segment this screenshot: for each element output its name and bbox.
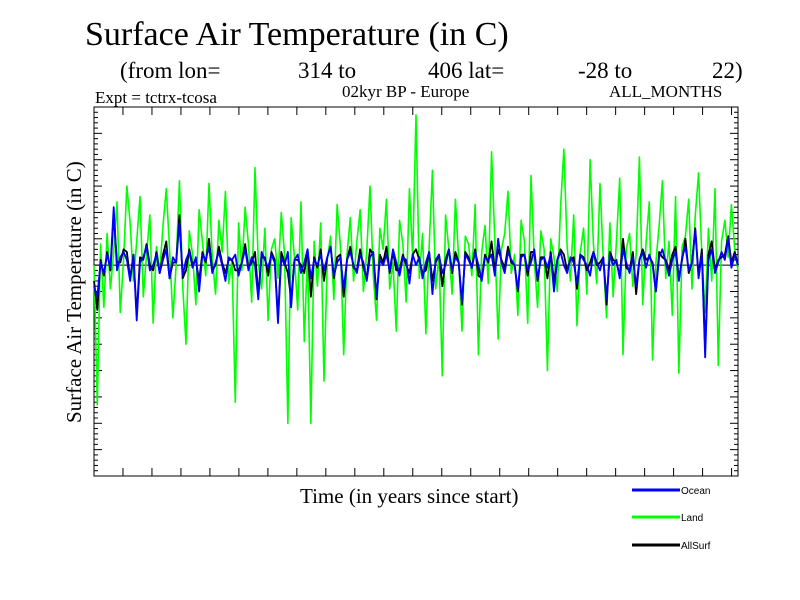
legend-label-ocean: Ocean [681, 486, 710, 497]
plot-frame [93, 106, 739, 477]
legend-label-allsurf: AllSurf [681, 541, 711, 552]
x-axis-label: Time (in years since start) [300, 484, 519, 508]
subtitle-lon-label: (from lon= [120, 58, 221, 83]
subtitle-lon-from: 314 to [298, 58, 357, 83]
subtitle-lat-from: -28 to [578, 58, 633, 83]
series-line-land [93, 114, 739, 425]
series-layer [93, 114, 739, 425]
subtitle-lat-to: 22) [712, 58, 743, 83]
region-label: 02kyr BP - Europe [342, 82, 470, 101]
legend: Ocean Land AllSurf [632, 486, 711, 552]
legend-label-land: Land [681, 513, 703, 524]
series-line-ocean [93, 206, 739, 359]
months-label: ALL_MONTHS [609, 82, 723, 101]
chart-title: Surface Air Temperature (in C) [85, 16, 509, 53]
axis-ticks [94, 106, 738, 477]
subtitle-lon-to: 406 lat= [428, 58, 505, 83]
experiment-label: Expt = tctrx-tcosa [95, 88, 217, 107]
